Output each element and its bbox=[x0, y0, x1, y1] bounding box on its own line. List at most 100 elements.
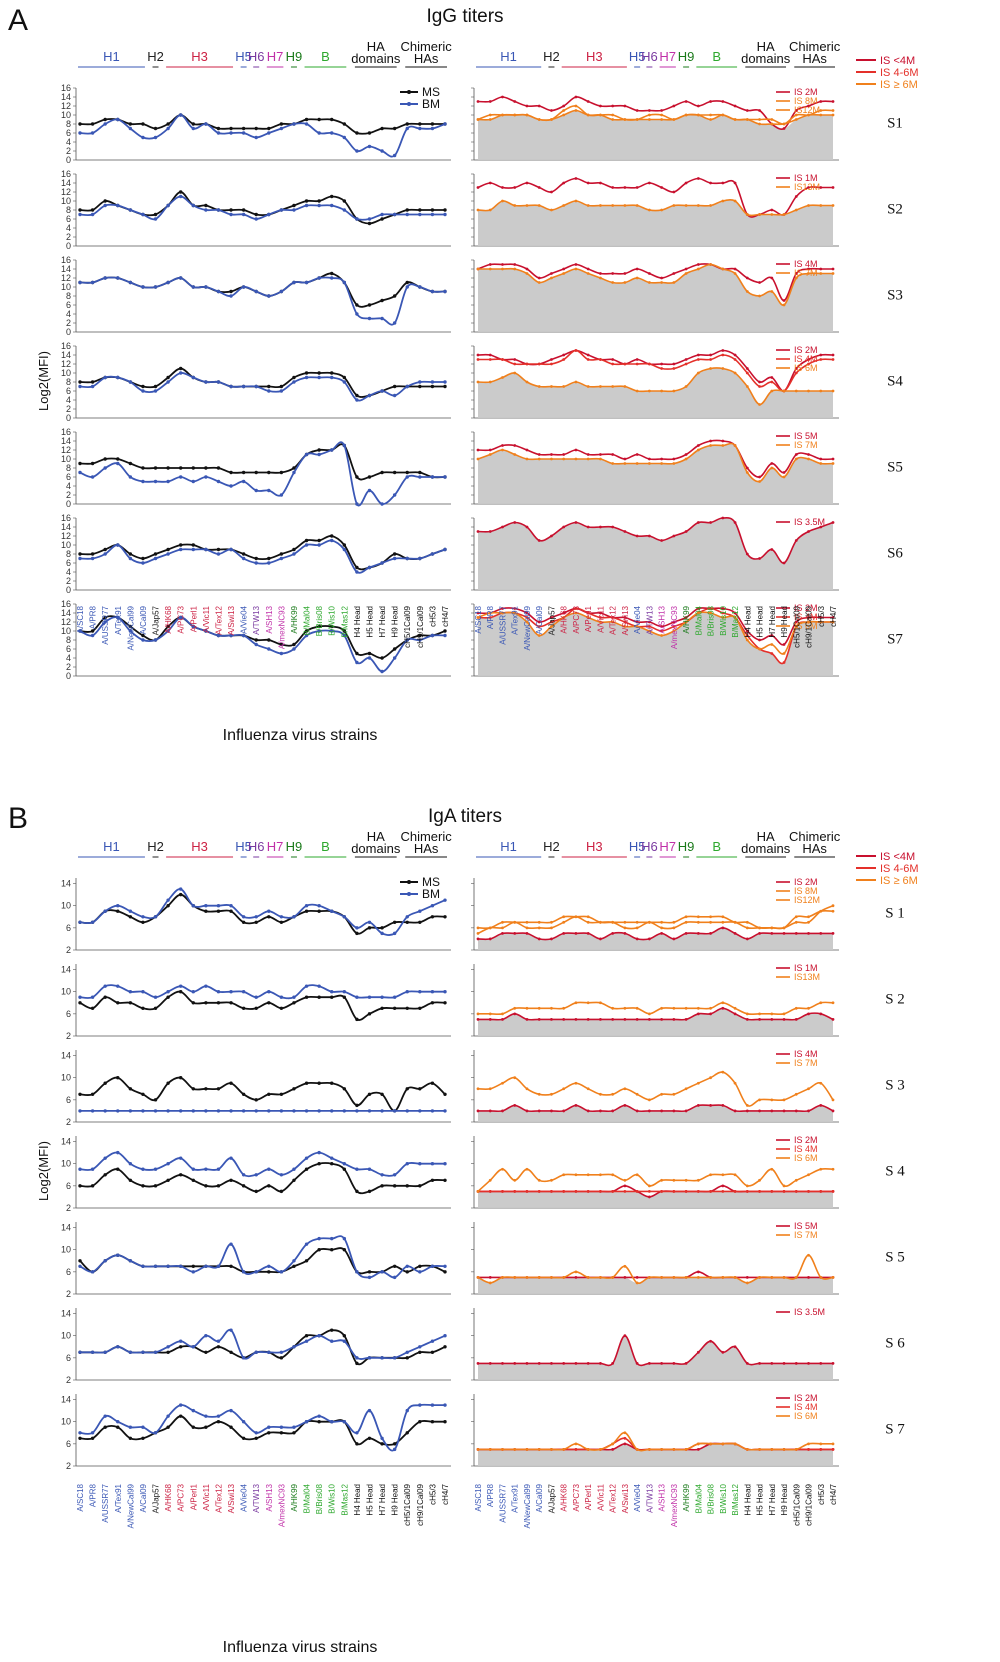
data-point bbox=[418, 380, 422, 384]
data-point bbox=[405, 1431, 409, 1435]
data-point bbox=[758, 1012, 761, 1016]
data-point bbox=[418, 909, 422, 913]
data-point bbox=[599, 611, 602, 615]
data-point bbox=[758, 1361, 761, 1365]
data-point bbox=[721, 444, 725, 447]
data-point bbox=[586, 611, 590, 615]
data-point bbox=[635, 358, 639, 361]
data-point bbox=[178, 371, 183, 375]
strain-label: A/PR8 bbox=[486, 1483, 495, 1507]
data-point bbox=[525, 1361, 529, 1365]
data-point bbox=[317, 452, 321, 457]
data-point bbox=[90, 1436, 95, 1441]
data-point bbox=[513, 1103, 517, 1107]
data-point bbox=[831, 931, 835, 935]
series-line-right bbox=[477, 1437, 833, 1451]
strain-label: B/Mas12 bbox=[731, 605, 740, 637]
strain-label: H4 Head bbox=[743, 1484, 752, 1516]
legend-label: IS 2M bbox=[794, 87, 818, 97]
data-point bbox=[443, 475, 447, 479]
data-point bbox=[794, 1017, 798, 1021]
data-point bbox=[380, 502, 384, 506]
data-point bbox=[216, 1345, 221, 1349]
data-point bbox=[380, 995, 384, 999]
data-point bbox=[819, 358, 823, 361]
data-point bbox=[794, 109, 798, 112]
data-point bbox=[128, 556, 133, 561]
group-label: domains bbox=[351, 51, 401, 66]
group-label: H3 bbox=[586, 839, 603, 854]
data-point bbox=[355, 570, 359, 574]
data-point bbox=[501, 376, 504, 379]
data-point bbox=[660, 625, 664, 628]
data-point bbox=[443, 989, 447, 994]
data-point bbox=[807, 389, 810, 393]
data-point bbox=[525, 448, 529, 452]
data-point bbox=[367, 1109, 372, 1113]
data-point bbox=[586, 358, 590, 361]
group-label: H1 bbox=[500, 49, 517, 64]
data-point bbox=[166, 1350, 170, 1355]
data-point bbox=[488, 267, 492, 271]
data-point bbox=[819, 1189, 823, 1193]
y-axis-label: Log2(MFI) bbox=[36, 1141, 51, 1201]
data-point bbox=[831, 521, 835, 524]
data-point bbox=[279, 1173, 284, 1177]
data-point bbox=[586, 915, 590, 919]
data-point bbox=[647, 272, 651, 275]
data-point bbox=[709, 113, 712, 117]
data-point bbox=[819, 204, 823, 207]
data-point bbox=[537, 1092, 541, 1096]
data-point bbox=[166, 280, 170, 285]
data-point bbox=[292, 375, 296, 380]
data-point bbox=[831, 204, 835, 207]
data-point bbox=[758, 385, 761, 388]
data-point bbox=[819, 1361, 823, 1365]
data-point bbox=[513, 453, 517, 456]
data-point bbox=[476, 186, 480, 189]
data-point bbox=[819, 1447, 823, 1451]
data-point bbox=[342, 208, 347, 212]
data-point bbox=[770, 652, 774, 655]
data-point bbox=[216, 1414, 221, 1418]
data-point bbox=[550, 453, 553, 456]
strain-label: A/Tex12 bbox=[609, 605, 618, 634]
group-label: H7 bbox=[659, 839, 676, 854]
series-line-right bbox=[477, 1334, 833, 1367]
data-point bbox=[550, 457, 553, 461]
data-point bbox=[330, 534, 334, 538]
data-point bbox=[623, 926, 627, 930]
data-point bbox=[355, 131, 359, 135]
data-point bbox=[191, 547, 195, 552]
data-point bbox=[405, 280, 409, 285]
data-point bbox=[721, 1103, 725, 1107]
data-point bbox=[819, 267, 823, 271]
strain-label: cH4/7 bbox=[829, 1483, 838, 1504]
data-point bbox=[128, 909, 133, 913]
data-point bbox=[623, 186, 627, 189]
data-point bbox=[355, 995, 359, 999]
data-point bbox=[562, 104, 566, 108]
y-tick-label: 6 bbox=[66, 472, 71, 482]
data-point bbox=[430, 212, 435, 217]
data-point bbox=[405, 1161, 409, 1166]
data-point bbox=[819, 1001, 823, 1005]
data-point bbox=[153, 915, 158, 919]
data-point bbox=[660, 208, 664, 212]
data-point bbox=[103, 1425, 107, 1429]
group-label: B bbox=[712, 839, 721, 854]
data-point bbox=[191, 1345, 195, 1349]
series-line-MS bbox=[79, 272, 446, 308]
data-point bbox=[635, 1361, 639, 1365]
data-point bbox=[819, 272, 823, 275]
data-point bbox=[342, 633, 347, 638]
group-label: HA bbox=[367, 829, 385, 844]
data-point bbox=[599, 104, 602, 108]
data-point bbox=[807, 1012, 810, 1016]
data-point bbox=[178, 1345, 183, 1349]
data-point bbox=[355, 475, 359, 479]
data-point bbox=[90, 122, 95, 126]
data-point bbox=[392, 1442, 397, 1446]
data-point bbox=[611, 453, 615, 456]
